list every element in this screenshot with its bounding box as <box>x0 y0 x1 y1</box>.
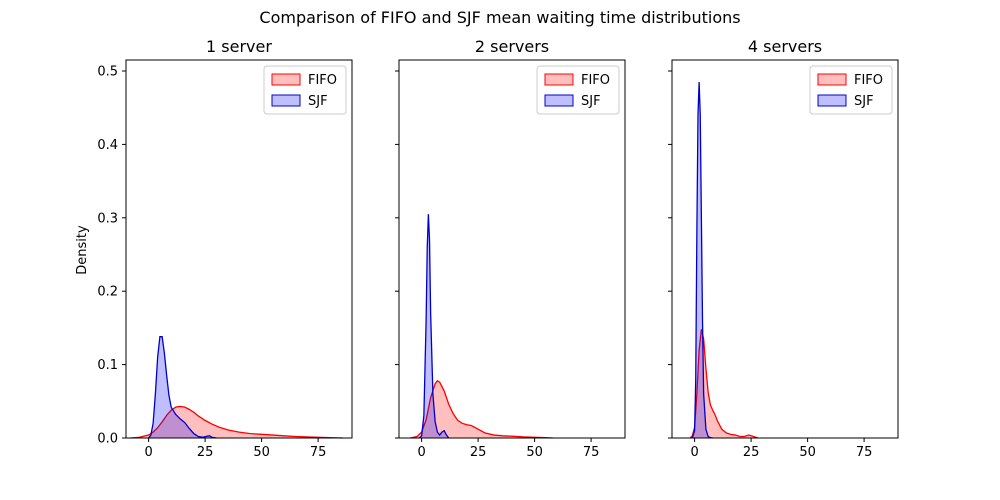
x-tick-label: 25 <box>743 445 760 460</box>
line-fifo <box>130 405 343 439</box>
panel-title: 2 servers <box>475 37 549 56</box>
x-tick-label: 0 <box>690 445 698 460</box>
y-tick-label: 0.5 <box>97 65 118 80</box>
axes-frame <box>125 59 353 439</box>
line-fifo <box>689 329 759 439</box>
x-tick-label: 50 <box>253 445 270 460</box>
y-tick-label: 0.3 <box>97 211 118 226</box>
area-fifo <box>130 406 343 438</box>
x-tick-label: 75 <box>310 445 327 460</box>
x-tick-label: 75 <box>856 445 873 460</box>
y-tick-label: 0.0 <box>97 432 118 447</box>
legend-box <box>263 65 347 115</box>
legend-swatch-sjf <box>271 94 301 107</box>
y-tick-label: 0.1 <box>97 358 118 373</box>
legend-box <box>809 65 893 115</box>
legend-swatch-fifo <box>817 73 847 86</box>
line-sjf <box>691 81 713 439</box>
legend-label-fifo: FIFO <box>854 73 883 88</box>
x-tick-label: 50 <box>526 445 543 460</box>
line-sjf <box>148 336 217 439</box>
legend-swatch-sjf <box>817 94 847 107</box>
area-sjf <box>692 82 713 439</box>
legend-swatch-sjf <box>544 94 574 107</box>
axes-frame <box>398 59 626 439</box>
y-axis-label: Density <box>75 225 90 275</box>
line-sjf <box>418 214 450 439</box>
legend-label-fifo: FIFO <box>308 73 337 88</box>
y-tick-label: 0.2 <box>97 285 118 300</box>
x-tick-label: 25 <box>197 445 214 460</box>
legend-label-sjf: SJF <box>308 94 328 109</box>
legend-swatch-fifo <box>544 73 574 86</box>
panels: 0 25 50 75 0.0 0.1 0.2 0.3 0.4 0.5 1 server FIFO SJF… <box>97 37 899 460</box>
area-fifo <box>410 380 553 438</box>
legend-label-sjf: SJF <box>581 94 601 109</box>
panel-1: 0 25 50 75 0.0 0.1 0.2 0.3 0.4 0.5 1 server FIFO SJF <box>97 37 353 460</box>
figure-title: Comparison of FIFO and SJF mean waiting … <box>259 8 740 27</box>
legend: FIFO SJF <box>536 65 620 115</box>
panel-title: 1 server <box>206 37 272 56</box>
x-tick-label: 25 <box>470 445 487 460</box>
area-sjf <box>419 214 449 438</box>
legend: FIFO SJF <box>263 65 347 115</box>
panel-2: 0 25 50 75 2 servers FIFO SJF <box>395 37 626 460</box>
legend-label-fifo: FIFO <box>581 73 610 88</box>
y-tick-label: 0.4 <box>97 138 118 153</box>
legend-box <box>536 65 620 115</box>
x-tick-label: 50 <box>799 445 816 460</box>
panel-title: 4 servers <box>748 37 822 56</box>
x-tick-label: 0 <box>417 445 425 460</box>
panel-3: 0 25 50 75 4 servers FIFO SJF <box>668 37 899 460</box>
area-sjf <box>148 336 217 438</box>
legend-label-sjf: SJF <box>854 94 874 109</box>
line-fifo <box>410 379 553 439</box>
legend: FIFO SJF <box>809 65 893 115</box>
axes-frame <box>671 59 899 439</box>
x-tick-label: 0 <box>144 445 152 460</box>
x-tick-label: 75 <box>583 445 600 460</box>
area-fifo <box>690 329 758 438</box>
legend-swatch-fifo <box>271 73 301 86</box>
